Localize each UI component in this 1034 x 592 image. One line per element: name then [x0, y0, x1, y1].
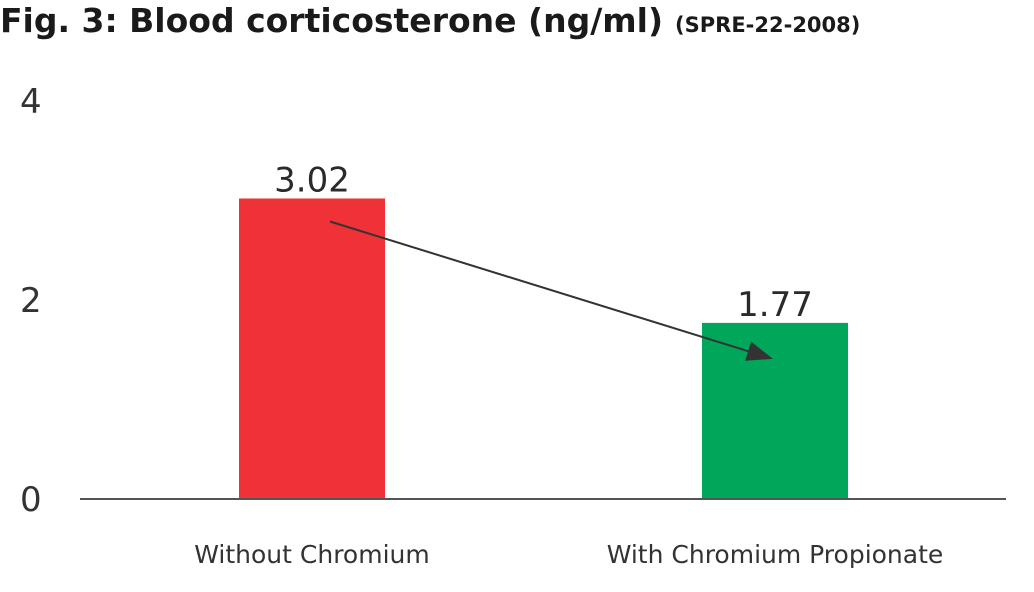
y-axis-ticks: 0 2 4: [20, 82, 42, 520]
chart-subtitle: (SPRE-22-2008): [675, 13, 860, 37]
arrow-head: [745, 341, 773, 361]
data-labels: 3.02 1.77: [274, 161, 813, 325]
trend-arrow: [329, 220, 773, 361]
y-tick-label: 0: [20, 480, 42, 520]
bar: [239, 198, 385, 499]
data-label: 3.02: [274, 161, 350, 201]
chart-title: Fig. 3: Blood corticosterone (ng/ml) (SPR…: [0, 1, 860, 40]
category-label: Without Chromium: [194, 540, 429, 569]
chart-title-text: Fig. 3: Blood corticosterone (ng/ml): [0, 1, 663, 40]
category-label: With Chromium Propionate: [607, 540, 944, 569]
category-labels: Without Chromium With Chromium Propionate: [194, 540, 943, 569]
arrow-shaft: [329, 220, 749, 353]
y-tick-label: 2: [20, 281, 42, 321]
bars: [239, 198, 848, 499]
data-label: 1.77: [737, 285, 813, 325]
bar: [702, 322, 848, 499]
y-tick-label: 4: [20, 82, 42, 122]
